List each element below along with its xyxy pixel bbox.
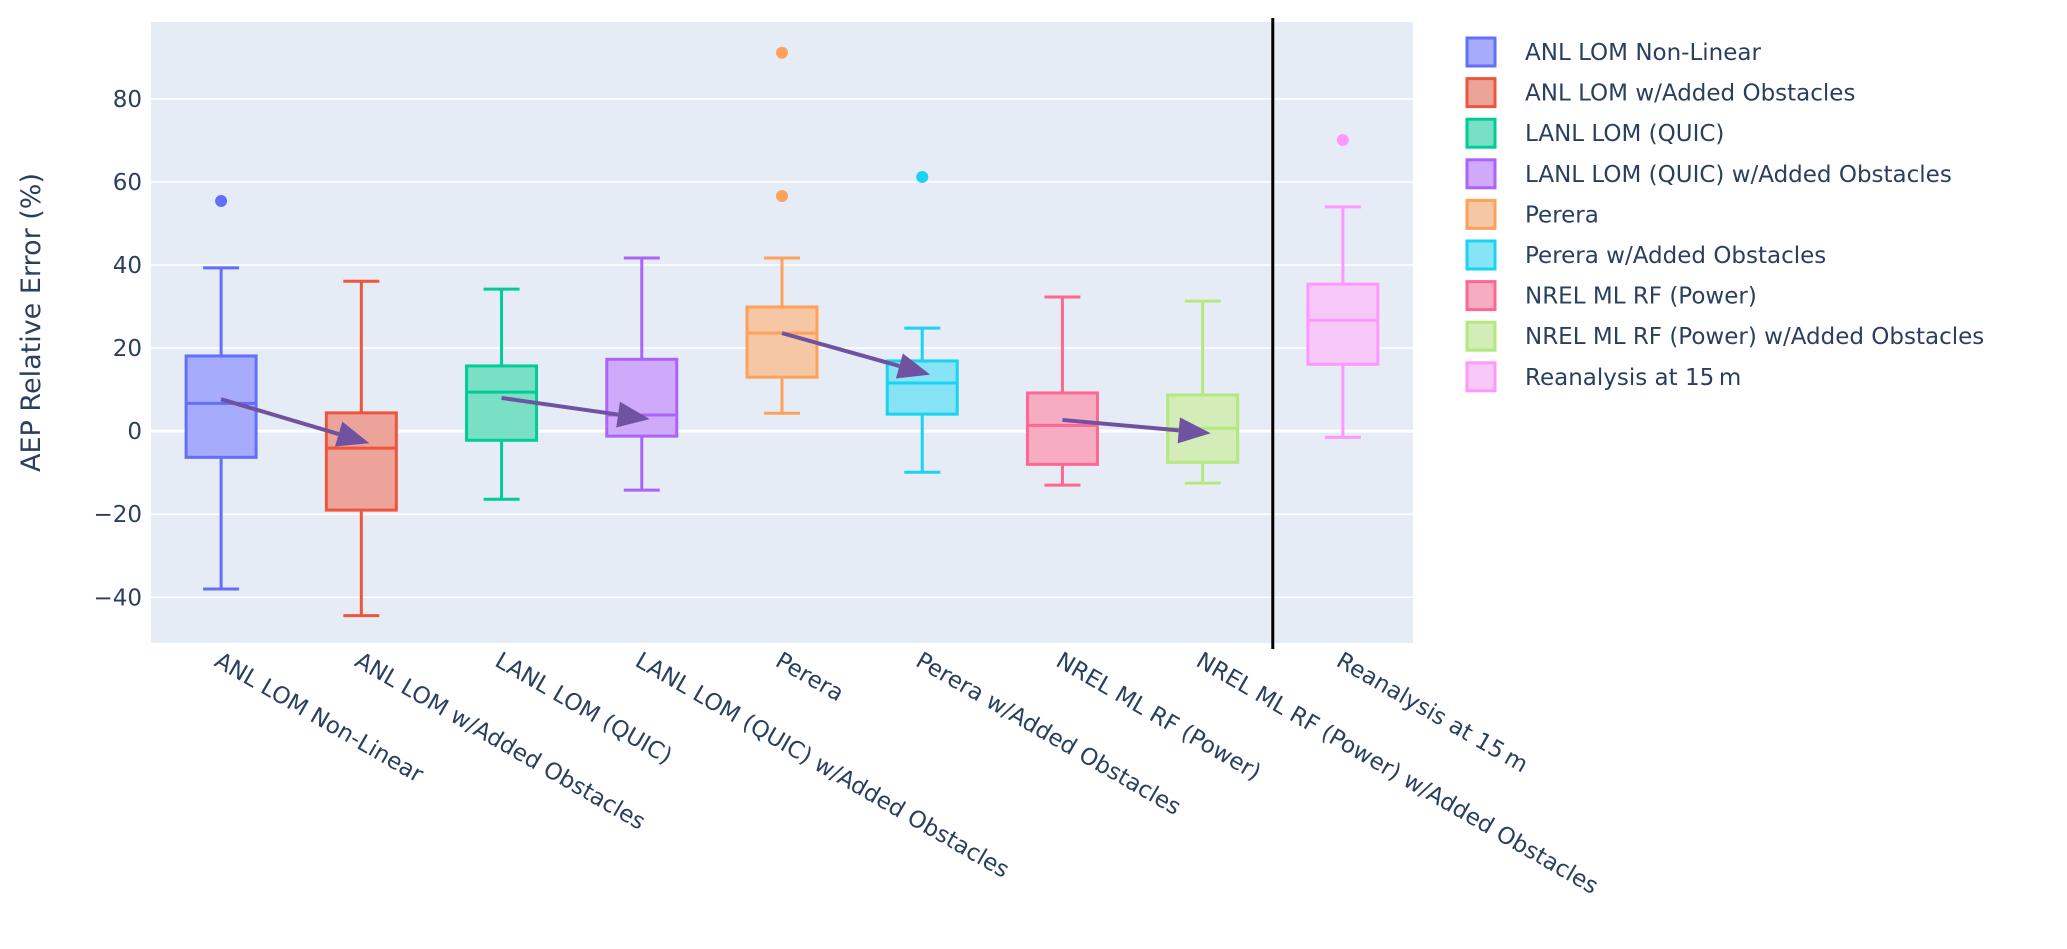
legend-label: ANL LOM Non-Linear <box>1525 40 1761 66</box>
arrow-shaft <box>220 397 340 437</box>
legend-item[interactable]: Perera w/Added Obstacles <box>1465 239 1826 271</box>
legend: ANL LOM Non-Linear ANL LOM w/Added Obstac… <box>1465 36 1984 393</box>
legend-swatch <box>1465 77 1497 109</box>
legend-swatch <box>1465 158 1497 190</box>
legend-swatch <box>1465 320 1497 352</box>
legend-swatch <box>1465 117 1497 149</box>
y-tick-label: 60 <box>113 170 142 196</box>
legend-item[interactable]: NREL ML RF (Power) w/Added Obstacles <box>1465 320 1984 352</box>
arrow-shaft <box>781 331 900 368</box>
legend-swatch <box>1465 239 1497 271</box>
y-axis-ticks: −40 −20 0 20 40 60 80 <box>93 87 142 611</box>
legend-label: Perera <box>1525 202 1599 228</box>
iqr-box <box>324 411 398 512</box>
legend-label: Perera w/Added Obstacles <box>1525 243 1826 269</box>
arrow-head <box>616 401 650 428</box>
legend-label: ANL LOM w/Added Obstacles <box>1525 81 1855 107</box>
arrow-head <box>334 421 370 447</box>
arrow-head <box>895 353 931 379</box>
y-tick-label: −40 <box>93 585 142 611</box>
iqr-box <box>1025 391 1099 466</box>
outlier-point <box>776 190 788 203</box>
y-tick-label: 20 <box>113 336 142 362</box>
arrow-head <box>1177 417 1211 444</box>
legend-item[interactable]: ANL LOM w/Added Obstacles <box>1465 77 1855 109</box>
box-5 <box>745 46 819 415</box>
legend-swatch <box>1465 198 1497 230</box>
legend-label: Reanalysis at 15 m <box>1525 365 1741 391</box>
legend-label: LANL LOM (QUIC) w/Added Obstacles <box>1525 162 1952 188</box>
outlier-point <box>916 170 929 183</box>
annotation-arrows <box>220 331 1211 447</box>
iqr-box <box>1306 282 1380 366</box>
legend-label: NREL ML RF (Power) w/Added Obstacles <box>1525 324 1984 350</box>
legend-item[interactable]: LANL LOM (QUIC) <box>1465 117 1724 149</box>
box-7 <box>1025 295 1099 487</box>
x-tick-label: Perera w/Added Obstacles <box>911 648 1185 821</box>
legend-label: LANL LOM (QUIC) <box>1525 121 1724 147</box>
outlier-point <box>776 46 788 59</box>
outlier-point <box>215 195 228 208</box>
arrow-shaft <box>501 395 619 417</box>
legend-item[interactable]: NREL ML RF (Power) <box>1465 280 1757 312</box>
legend-swatch <box>1465 361 1497 393</box>
x-tick-label: Perera <box>771 648 848 707</box>
legend-item[interactable]: Perera <box>1465 198 1599 230</box>
y-tick-label: −20 <box>93 502 142 528</box>
legend-item[interactable]: LANL LOM (QUIC) w/Added Obstacles <box>1465 158 1952 190</box>
legend-item[interactable]: ANL LOM Non-Linear <box>1465 36 1761 68</box>
legend-swatch <box>1465 36 1497 68</box>
legend-swatch <box>1465 280 1497 312</box>
y-tick-label: 40 <box>113 253 142 279</box>
y-tick-label: 0 <box>127 419 142 445</box>
y-axis-title: AEP Relative Error (%) <box>16 173 47 472</box>
legend-item[interactable]: Reanalysis at 15 m <box>1465 361 1741 393</box>
box-2 <box>324 279 398 618</box>
outlier-point <box>1336 133 1349 146</box>
arrow-shaft <box>1062 417 1179 433</box>
box-9 <box>1306 133 1380 439</box>
x-tick-label: ANL LOM w/Added Obstacles <box>350 648 649 836</box>
y-tick-label: 80 <box>113 87 142 113</box>
legend-label: NREL ML RF (Power) <box>1525 284 1757 310</box>
